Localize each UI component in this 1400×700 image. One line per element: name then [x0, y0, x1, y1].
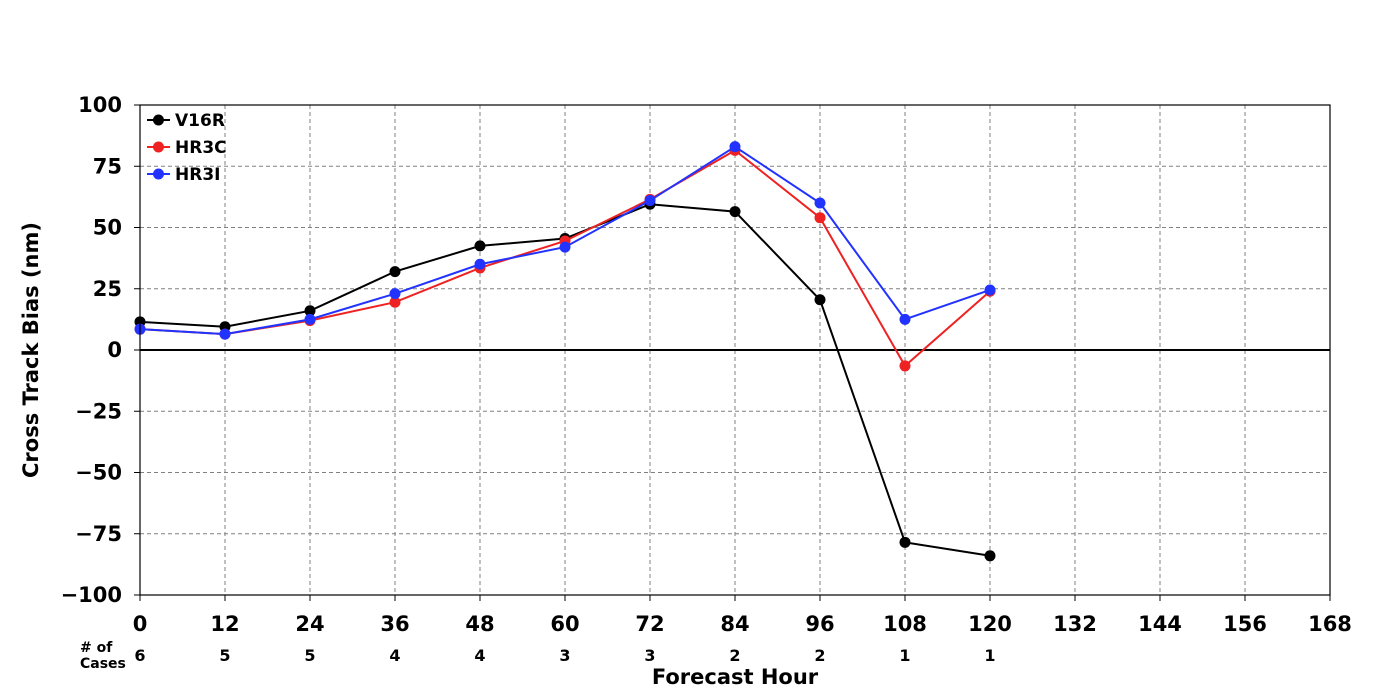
x-axis-title: Forecast Hour — [652, 665, 819, 689]
x-tick-label-6: 72 — [635, 612, 664, 636]
point-v16r-96 — [814, 294, 826, 306]
legend-marker-v16r — [153, 114, 164, 126]
cases-count-48: 4 — [474, 646, 485, 665]
legend-item-hr3c: HR3C — [147, 138, 227, 158]
y-tick-label-7: 75 — [93, 154, 122, 178]
point-hr3c-108 — [899, 360, 911, 372]
cases-count-120: 1 — [984, 646, 995, 665]
cases-count-72: 3 — [644, 646, 655, 665]
point-v16r-120 — [984, 550, 996, 562]
legend-marker-hr3i — [153, 168, 164, 180]
point-hr3i-24 — [304, 313, 316, 325]
point-hr3i-120 — [984, 284, 996, 296]
point-v16r-24 — [304, 305, 316, 317]
point-hr3i-12 — [219, 328, 231, 340]
cases-count-12: 5 — [219, 646, 230, 665]
x-tick-label-9: 108 — [883, 612, 927, 636]
y-tick-label-1: −75 — [75, 522, 122, 546]
cases-count-96: 2 — [814, 646, 825, 665]
x-tick-label-12: 144 — [1138, 612, 1182, 636]
point-hr3i-48 — [474, 258, 486, 270]
legend-marker-hr3c — [153, 141, 164, 153]
point-v16r-36 — [389, 266, 401, 278]
y-tick-label-2: −50 — [75, 461, 122, 485]
cases-count-0: 6 — [134, 646, 145, 665]
y-tick-label-6: 50 — [93, 216, 122, 240]
x-tick-label-11: 132 — [1053, 612, 1097, 636]
cases-count-108: 1 — [899, 646, 910, 665]
point-hr3c-96 — [814, 212, 826, 224]
point-v16r-108 — [899, 536, 911, 548]
cases-label-line1: # of — [80, 640, 113, 656]
x-tick-label-14: 168 — [1308, 612, 1352, 636]
point-hr3i-84 — [729, 141, 741, 153]
y-tick-label-3: −25 — [75, 399, 122, 423]
legend-item-v16r: V16R — [147, 111, 225, 131]
point-hr3c-36 — [389, 296, 401, 308]
point-v16r-84 — [729, 206, 741, 218]
point-hr3i-108 — [899, 313, 911, 325]
x-tick-labels: 0 12 24 36 48 60 72 84 96 108 120 132 144 156 168 — [133, 595, 1352, 636]
series-lines — [134, 141, 996, 562]
x-tick-label-13: 156 — [1223, 612, 1267, 636]
x-tick-label-10: 120 — [968, 612, 1012, 636]
cases-count-36: 4 — [389, 646, 400, 665]
legend-label-hr3c: HR3C — [175, 138, 227, 158]
y-tick-label-8: 100 — [78, 93, 122, 117]
legend-label-hr3i: HR3I — [175, 165, 220, 185]
cases-count-84: 2 — [729, 646, 740, 665]
y-tick-label-0: −100 — [61, 583, 122, 607]
point-hr3i-60 — [559, 241, 571, 253]
series-hr3i — [134, 141, 996, 340]
cases-count-24: 5 — [304, 646, 315, 665]
point-hr3i-72 — [644, 195, 656, 207]
x-tick-label-4: 48 — [465, 612, 494, 636]
point-hr3i-36 — [389, 288, 401, 300]
cases-label-line2: Cases — [80, 656, 126, 672]
x-tick-label-5: 60 — [550, 612, 579, 636]
legend: V16R HR3C HR3I — [147, 111, 227, 185]
cases-count-60: 3 — [559, 646, 570, 665]
x-tick-label-0: 0 — [133, 612, 148, 636]
x-tick-label-2: 24 — [295, 612, 324, 636]
y-axis-title: Cross Track Bias (nm) — [19, 222, 43, 478]
x-tick-label-1: 12 — [210, 612, 239, 636]
point-v16r-48 — [474, 240, 486, 252]
x-tick-label-7: 84 — [720, 612, 749, 636]
legend-label-v16r: V16R — [175, 111, 225, 131]
y-tick-label-5: 25 — [93, 277, 122, 301]
x-tick-label-3: 36 — [380, 612, 409, 636]
y-tick-labels: −100 −75 −50 −25 0 25 50 75 100 — [61, 93, 140, 607]
cases-row: # of Cases 6 5 5 4 4 3 3 2 2 1 1 — [80, 640, 996, 672]
point-hr3i-96 — [814, 197, 826, 209]
y-tick-label-4: 0 — [107, 338, 122, 362]
legend-item-hr3i: HR3I — [147, 165, 220, 185]
x-tick-label-8: 96 — [805, 612, 834, 636]
